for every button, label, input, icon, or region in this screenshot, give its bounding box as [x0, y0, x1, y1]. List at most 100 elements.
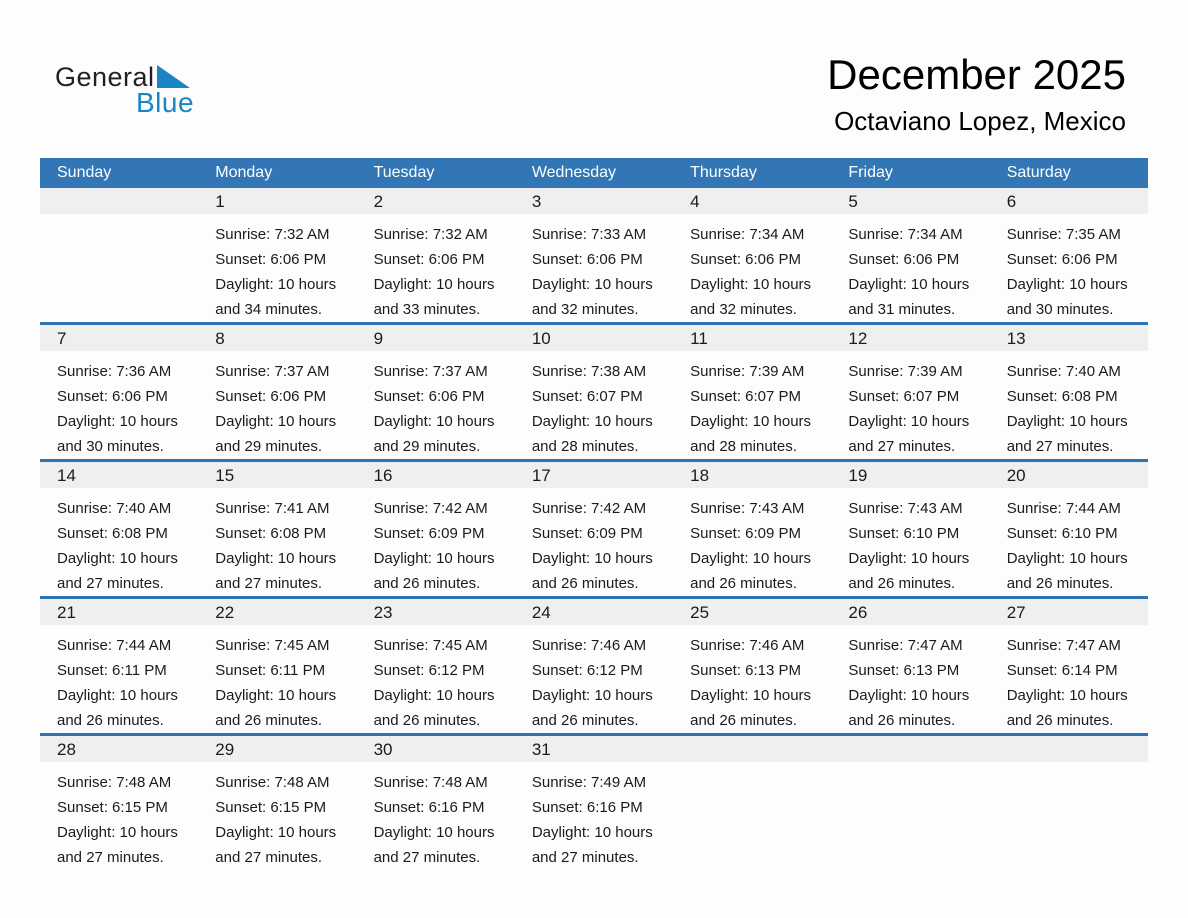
- daylight-text: Daylight: 10 hours and 30 minutes.: [57, 413, 178, 455]
- day-cell: [673, 735, 832, 871]
- page-location: Octaviano Lopez, Mexico: [834, 106, 1126, 137]
- calendar-body: 1 Sunrise: 7:32 AM Sunset: 6:06 PM Dayli…: [40, 188, 1148, 870]
- week-row: 7 Sunrise: 7:36 AM Sunset: 6:06 PM Dayli…: [40, 323, 1148, 461]
- day-cell: 11 Sunrise: 7:39 AM Sunset: 6:07 PM Dayl…: [673, 324, 832, 461]
- sunrise-text: Sunrise: 7:49 AM: [531, 774, 647, 791]
- sunset-text: Sunset: 6:06 PM: [373, 388, 485, 405]
- day-cell: 18 Sunrise: 7:43 AM Sunset: 6:09 PM Dayl…: [673, 461, 832, 598]
- sunrise-text: Sunrise: 7:38 AM: [531, 363, 647, 380]
- daylight-text: Daylight: 10 hours and 26 minutes.: [848, 687, 970, 729]
- sunset-text: Sunset: 6:08 PM: [57, 525, 168, 542]
- day-cell: 24 Sunrise: 7:46 AM Sunset: 6:12 PM Dayl…: [514, 598, 674, 735]
- day-cell: 29 Sunrise: 7:48 AM Sunset: 6:15 PM Dayl…: [198, 735, 357, 871]
- calendar-table: Sunday Monday Tuesday Wednesday Thursday…: [40, 158, 1148, 870]
- sunrise-text: Sunrise: 7:45 AM: [215, 637, 330, 654]
- day-info: Sunrise: 7:41 AM Sunset: 6:08 PM Dayligh…: [198, 488, 356, 596]
- day-cell: 9 Sunrise: 7:37 AM Sunset: 6:06 PM Dayli…: [356, 324, 515, 461]
- daylight-text: Daylight: 10 hours and 33 minutes.: [373, 276, 495, 318]
- day-cell: 13 Sunrise: 7:40 AM Sunset: 6:08 PM Dayl…: [989, 324, 1148, 461]
- day-number: 28: [40, 736, 199, 762]
- weekday-header-row: Sunday Monday Tuesday Wednesday Thursday…: [40, 158, 1148, 188]
- sunrise-text: Sunrise: 7:34 AM: [690, 226, 805, 243]
- day-number: 29: [198, 736, 357, 762]
- logo-text-general: General: [55, 62, 155, 92]
- sunrise-text: Sunrise: 7:43 AM: [848, 500, 963, 517]
- sunset-text: Sunset: 6:16 PM: [373, 799, 485, 816]
- day-cell: 1 Sunrise: 7:32 AM Sunset: 6:06 PM Dayli…: [198, 188, 357, 324]
- daylight-text: Daylight: 10 hours and 26 minutes.: [1006, 687, 1128, 729]
- day-info: Sunrise: 7:48 AM Sunset: 6:15 PM Dayligh…: [198, 762, 356, 870]
- day-cell: 23 Sunrise: 7:45 AM Sunset: 6:12 PM Dayl…: [356, 598, 515, 735]
- sunrise-text: Sunrise: 7:33 AM: [531, 226, 647, 243]
- page-title: December 2025: [827, 51, 1126, 98]
- daylight-text: Daylight: 10 hours and 27 minutes.: [57, 550, 178, 592]
- daylight-text: Daylight: 10 hours and 26 minutes.: [690, 687, 812, 729]
- daylight-text: Daylight: 10 hours and 29 minutes.: [373, 413, 495, 455]
- day-info: Sunrise: 7:43 AM Sunset: 6:09 PM Dayligh…: [673, 488, 831, 596]
- daylight-text: Daylight: 10 hours and 27 minutes.: [373, 824, 495, 866]
- daylight-text: Daylight: 10 hours and 27 minutes.: [215, 550, 337, 592]
- sunrise-text: Sunrise: 7:35 AM: [1006, 226, 1121, 243]
- day-cell: 10 Sunrise: 7:38 AM Sunset: 6:07 PM Dayl…: [514, 324, 674, 461]
- day-cell: 27 Sunrise: 7:47 AM Sunset: 6:14 PM Dayl…: [989, 598, 1148, 735]
- day-info: Sunrise: 7:48 AM Sunset: 6:16 PM Dayligh…: [357, 762, 515, 870]
- day-info: Sunrise: 7:39 AM Sunset: 6:07 PM Dayligh…: [673, 351, 831, 459]
- day-info: Sunrise: 7:42 AM Sunset: 6:09 PM Dayligh…: [515, 488, 673, 596]
- general-blue-logo: General Blue: [55, 62, 205, 118]
- day-cell: 30 Sunrise: 7:48 AM Sunset: 6:16 PM Dayl…: [356, 735, 515, 871]
- day-number: 26: [831, 599, 990, 625]
- day-number: 18: [673, 462, 832, 488]
- day-info: Sunrise: 7:40 AM Sunset: 6:08 PM Dayligh…: [990, 351, 1148, 459]
- sunset-text: Sunset: 6:06 PM: [531, 251, 643, 268]
- day-cell: 17 Sunrise: 7:42 AM Sunset: 6:09 PM Dayl…: [514, 461, 674, 598]
- title-block: December 2025 Octaviano Lopez, Mexico: [827, 51, 1126, 137]
- sunrise-text: Sunrise: 7:46 AM: [531, 637, 647, 654]
- day-info: Sunrise: 7:32 AM Sunset: 6:06 PM Dayligh…: [357, 214, 515, 322]
- day-info: Sunrise: 7:44 AM Sunset: 6:10 PM Dayligh…: [990, 488, 1148, 596]
- daylight-text: Daylight: 10 hours and 26 minutes.: [848, 550, 970, 592]
- day-number: 23: [356, 599, 515, 625]
- sunset-text: Sunset: 6:11 PM: [215, 662, 326, 679]
- day-info: Sunrise: 7:45 AM Sunset: 6:12 PM Dayligh…: [357, 625, 515, 733]
- daylight-text: Daylight: 10 hours and 32 minutes.: [531, 276, 653, 318]
- day-info: Sunrise: 7:46 AM Sunset: 6:13 PM Dayligh…: [673, 625, 831, 733]
- sunset-text: Sunset: 6:06 PM: [215, 388, 327, 405]
- day-info: Sunrise: 7:35 AM Sunset: 6:06 PM Dayligh…: [990, 214, 1148, 322]
- sunset-text: Sunset: 6:14 PM: [1006, 662, 1118, 679]
- day-cell: 6 Sunrise: 7:35 AM Sunset: 6:06 PM Dayli…: [989, 188, 1148, 324]
- sunset-text: Sunset: 6:06 PM: [373, 251, 485, 268]
- day-info: Sunrise: 7:36 AM Sunset: 6:06 PM Dayligh…: [40, 351, 198, 459]
- day-cell: 19 Sunrise: 7:43 AM Sunset: 6:10 PM Dayl…: [831, 461, 990, 598]
- calendar-header: Sunday Monday Tuesday Wednesday Thursday…: [40, 158, 1148, 188]
- sunrise-text: Sunrise: 7:39 AM: [848, 363, 963, 380]
- day-cell: 21 Sunrise: 7:44 AM Sunset: 6:11 PM Dayl…: [40, 598, 199, 735]
- logo-text-blue: Blue: [136, 87, 195, 118]
- day-cell: 2 Sunrise: 7:32 AM Sunset: 6:06 PM Dayli…: [356, 188, 515, 324]
- day-number: 27: [989, 599, 1148, 625]
- day-info: Sunrise: 7:33 AM Sunset: 6:06 PM Dayligh…: [515, 214, 673, 322]
- sunset-text: Sunset: 6:06 PM: [57, 388, 168, 405]
- day-info: Sunrise: 7:40 AM Sunset: 6:08 PM Dayligh…: [40, 488, 198, 596]
- day-number: 1: [198, 188, 357, 214]
- daylight-text: Daylight: 10 hours and 26 minutes.: [690, 550, 812, 592]
- week-row: 1 Sunrise: 7:32 AM Sunset: 6:06 PM Dayli…: [40, 188, 1148, 324]
- daylight-text: Daylight: 10 hours and 26 minutes.: [57, 687, 178, 729]
- day-info: Sunrise: 7:47 AM Sunset: 6:13 PM Dayligh…: [831, 625, 989, 733]
- day-number: 31: [514, 736, 674, 762]
- weekday-saturday: Saturday: [989, 158, 1148, 188]
- daylight-text: Daylight: 10 hours and 27 minutes.: [531, 824, 653, 866]
- sunrise-text: Sunrise: 7:37 AM: [373, 363, 488, 380]
- day-info: Sunrise: 7:37 AM Sunset: 6:06 PM Dayligh…: [198, 351, 356, 459]
- day-info: Sunrise: 7:49 AM Sunset: 6:16 PM Dayligh…: [515, 762, 673, 870]
- day-cell: 7 Sunrise: 7:36 AM Sunset: 6:06 PM Dayli…: [40, 324, 199, 461]
- sunset-text: Sunset: 6:10 PM: [1006, 525, 1118, 542]
- weekday-friday: Friday: [831, 158, 990, 188]
- day-number: [673, 736, 832, 762]
- day-number: 10: [514, 325, 674, 351]
- sunrise-text: Sunrise: 7:43 AM: [690, 500, 805, 517]
- sunrise-text: Sunrise: 7:48 AM: [215, 774, 330, 791]
- day-info: Sunrise: 7:48 AM Sunset: 6:15 PM Dayligh…: [40, 762, 198, 870]
- day-number: 13: [989, 325, 1148, 351]
- sunset-text: Sunset: 6:16 PM: [531, 799, 643, 816]
- weekday-sunday: Sunday: [40, 158, 199, 188]
